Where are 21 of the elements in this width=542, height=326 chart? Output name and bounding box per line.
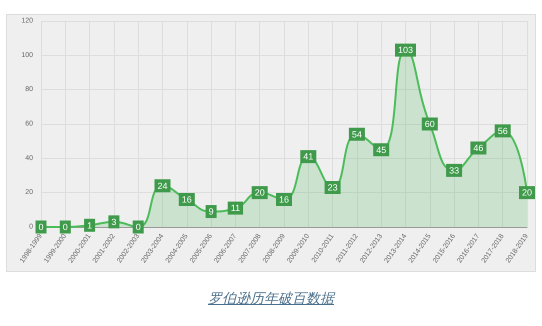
data-label: 33	[449, 165, 460, 176]
text: 罗伯逊历年破百数据	[207, 290, 336, 308]
data-label: 60	[424, 119, 435, 129]
data-label: 20	[254, 188, 265, 198]
data-label: 0	[62, 222, 68, 232]
data-label: 0	[38, 222, 44, 232]
data-label: 56	[498, 126, 508, 136]
data-label: 11	[230, 203, 240, 214]
data-label: 41	[303, 152, 314, 162]
data-label: 16	[278, 194, 290, 205]
data-label: 54	[352, 129, 362, 140]
data-label: 20	[522, 188, 532, 198]
data-label: 3	[111, 216, 116, 227]
data-label: 46	[473, 143, 484, 154]
data-label: 0	[136, 222, 141, 232]
data-label: 9	[208, 206, 214, 217]
data-label: 45	[376, 144, 386, 155]
data-label: 24	[157, 180, 168, 191]
data-label: 1	[87, 220, 92, 230]
data-label: 16	[182, 194, 192, 205]
data-label: 23	[328, 182, 338, 193]
